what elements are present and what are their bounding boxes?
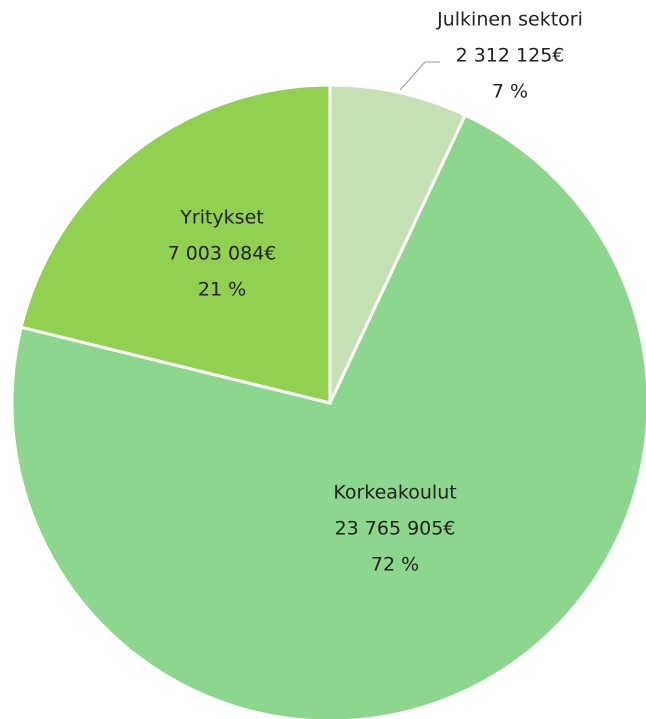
slice-label: Julkinen sektori	[436, 9, 583, 31]
slice-value: 2 312 125€	[456, 45, 565, 67]
slice-value: 23 765 905€	[335, 518, 456, 540]
slice-label: Yritykset	[179, 207, 263, 229]
leader-line	[399, 61, 440, 91]
slice-label: Korkeakoulut	[333, 482, 456, 504]
slice-percent: 7 %	[492, 81, 528, 103]
slice-percent: 72 %	[371, 554, 419, 576]
pie-slice	[328, 83, 468, 404]
slice-percent: 21 %	[198, 279, 246, 301]
pie-slice	[19, 83, 332, 405]
pie-slice	[10, 113, 646, 719]
slice-value: 7 003 084€	[168, 243, 277, 265]
